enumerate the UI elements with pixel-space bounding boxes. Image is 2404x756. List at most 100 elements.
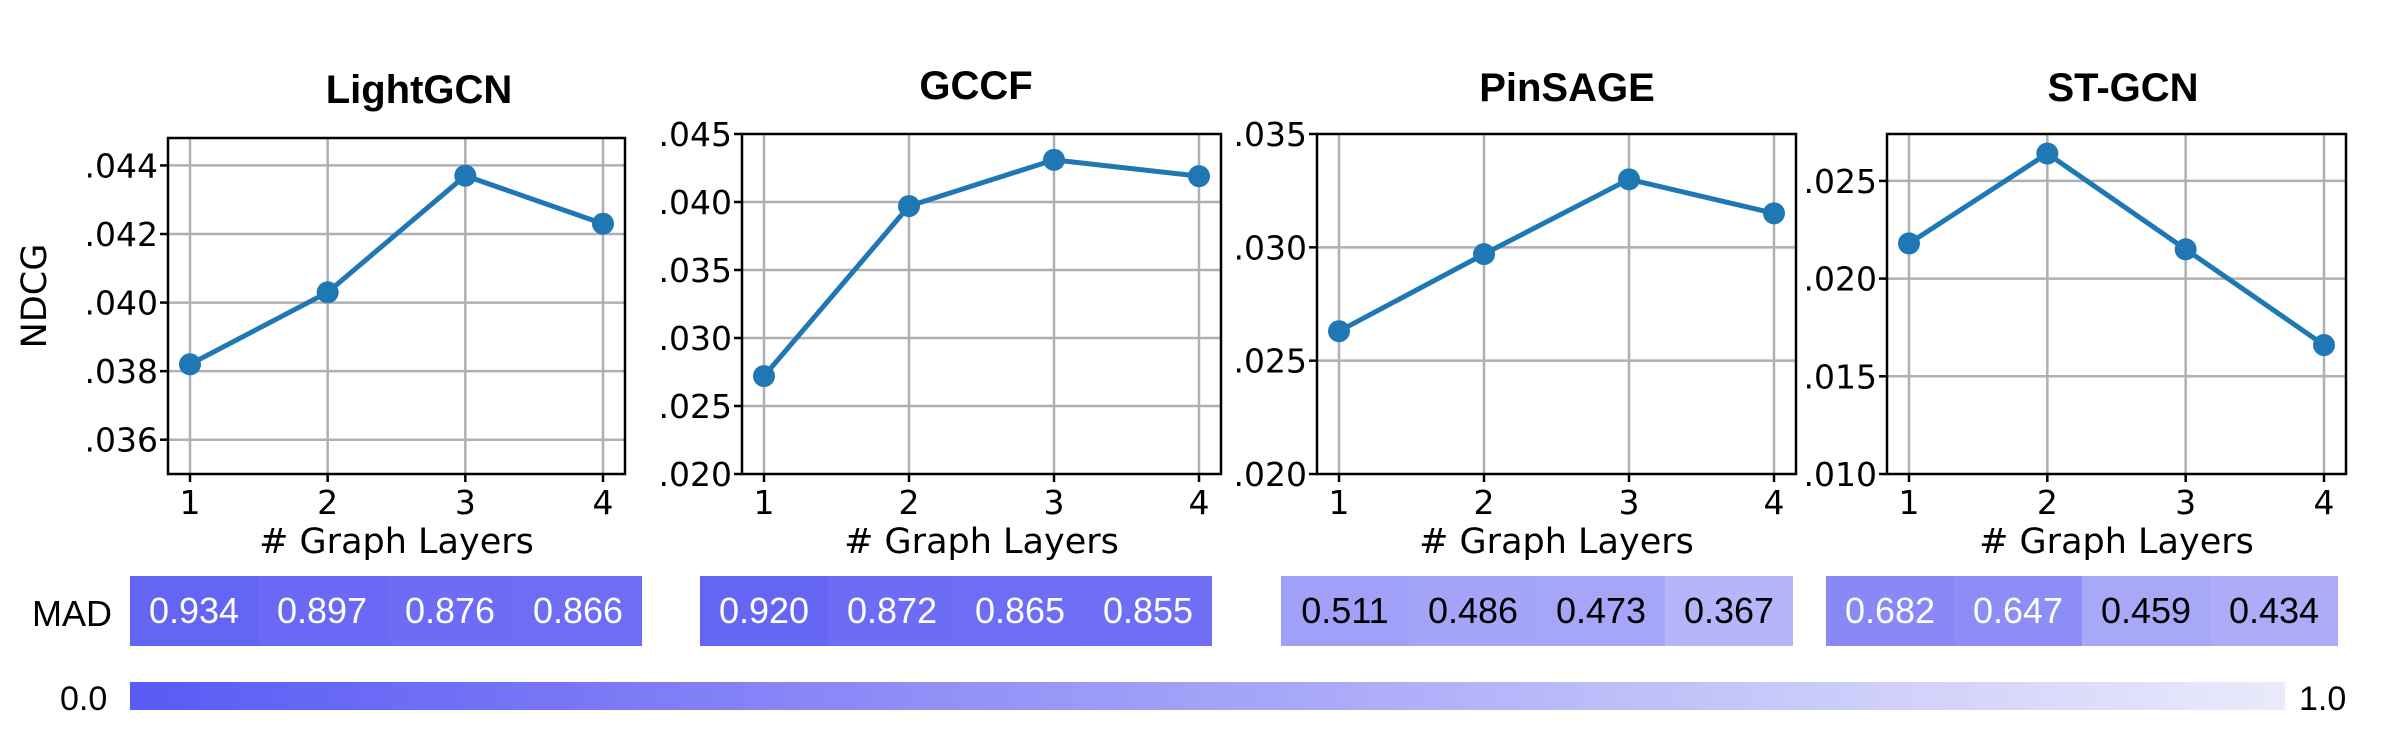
mad-cell — [258, 576, 386, 646]
colorbar-min-label: 0.0 — [60, 680, 107, 718]
mad-value: 0.920 — [719, 590, 809, 631]
series-line — [1337, 176, 1775, 334]
x-tick-label: 2 — [317, 483, 338, 522]
x-axis-label: # Graph Layers — [1419, 522, 1694, 562]
mad-value: 0.647 — [1973, 590, 2063, 631]
mad-value: 0.855 — [1103, 590, 1193, 631]
data-point — [592, 212, 614, 235]
y-tick-label: .038 — [85, 352, 158, 391]
x-tick-label: 4 — [1189, 483, 1210, 522]
x-axis-label: # Graph Layers — [1979, 522, 2254, 562]
data-point — [179, 353, 201, 376]
colorbar-max-label: 1.0 — [2299, 680, 2346, 718]
y-tick-label: .035 — [659, 251, 732, 290]
y-tick-label: .020 — [659, 455, 732, 494]
data-point — [753, 365, 775, 388]
y-tick-label: .015 — [1804, 357, 1877, 396]
x-tick-label: 2 — [2037, 483, 2058, 522]
data-point — [2313, 334, 2335, 357]
mad-cell — [1084, 576, 1212, 646]
colorbar-gradient — [130, 682, 2285, 710]
data-point — [2174, 238, 2197, 261]
data-point — [1763, 202, 1785, 225]
y-tick-label: .025 — [1234, 342, 1307, 381]
plot-frame — [1885, 132, 2348, 476]
panel-title: PinSAGE — [1479, 66, 1655, 110]
chart-panel: 1 2 3 4 .020 .025 .030 .035 PinSAGE # Graph Layer… — [1234, 66, 1798, 562]
mad-value: 0.872 — [847, 590, 937, 631]
x-tick-label: 2 — [899, 483, 920, 522]
panel-title: GCCF — [919, 64, 1032, 108]
mad-value: 0.682 — [1845, 590, 1935, 631]
y-tick-label: .040 — [85, 284, 158, 323]
plot-frame — [740, 132, 1223, 476]
y-tick-label: .020 — [1234, 455, 1307, 494]
mad-cell — [828, 576, 956, 646]
mad-cell — [1954, 576, 2082, 646]
mad-cell — [1537, 576, 1665, 646]
x-tick-label: 1 — [1329, 483, 1350, 522]
mad-value: 0.473 — [1556, 590, 1646, 631]
x-tick-label: 4 — [2314, 483, 2335, 522]
mad-value: 0.876 — [405, 590, 495, 631]
mad-value: 0.511 — [1301, 590, 1388, 631]
y-tick-label: .036 — [85, 421, 158, 460]
series-line — [188, 173, 604, 367]
y-tick-label: .010 — [1804, 455, 1877, 494]
x-tick-label: 3 — [455, 483, 476, 522]
data-point — [1043, 148, 1065, 171]
data-point — [316, 281, 339, 304]
x-tick-label: 3 — [1044, 483, 1065, 522]
chart-panel: 1 2 3 4 .020 .025 .030 .035 .040 .045 GCCF # Graph … — [659, 64, 1223, 562]
chart-panel: 1 2 3 4 .036 .038 .040 .042 .044 LightGCN # Graph … — [15, 68, 627, 562]
y-tick-label: .040 — [659, 183, 732, 222]
panel-title: LightGCN — [326, 68, 513, 112]
x-tick-label: 1 — [180, 483, 201, 522]
mad-cell — [2082, 576, 2210, 646]
y-tick-label: .035 — [1234, 115, 1307, 154]
y-tick-label: .025 — [1804, 162, 1877, 201]
series-line — [1907, 151, 2326, 348]
colorbar: 0.0 1.0 — [60, 680, 2346, 718]
data-point — [1473, 243, 1495, 266]
data-point — [898, 195, 920, 218]
x-axis-label: # Graph Layers — [844, 522, 1119, 562]
panel-title: ST-GCN — [2047, 66, 2198, 110]
mad-cell — [1826, 576, 1954, 646]
plot-frame — [166, 136, 627, 476]
x-tick-label: 3 — [2175, 483, 2196, 522]
mad-cell — [2210, 576, 2338, 646]
mad-cell — [1665, 576, 1793, 646]
mad-value: 0.459 — [2101, 590, 2191, 631]
data-point — [1188, 165, 1210, 188]
data-point — [1328, 320, 1350, 343]
mad-value: 0.434 — [2229, 590, 2319, 631]
data-point — [2036, 142, 2059, 165]
data-point — [1618, 168, 1640, 191]
mad-value: 0.934 — [149, 590, 239, 631]
mad-cell — [130, 576, 258, 646]
x-axis-label: # Graph Layers — [259, 522, 534, 562]
mad-cell — [1409, 576, 1537, 646]
mad-cell — [514, 576, 642, 646]
chart-panels: 1 2 3 4 .036 .038 .040 .042 .044 LightGCN # Graph … — [15, 64, 2348, 562]
y-tick-label: .025 — [659, 387, 732, 426]
y-tick-label: .030 — [659, 319, 732, 358]
y-tick-label: .020 — [1804, 260, 1877, 299]
y-tick-label: .044 — [85, 146, 158, 185]
x-tick-label: 1 — [1899, 483, 1920, 522]
mad-cell — [386, 576, 514, 646]
x-tick-label: 1 — [754, 483, 775, 522]
data-point — [1898, 232, 1920, 255]
plot-frame — [1315, 132, 1798, 476]
x-tick-label: 2 — [1474, 483, 1495, 522]
mad-cell — [956, 576, 1084, 646]
mad-value: 0.865 — [975, 590, 1065, 631]
y-tick-label: .030 — [1234, 228, 1307, 267]
mad-value: 0.486 — [1428, 590, 1518, 631]
chart-panel: 1 2 3 4 .010 .015 .020 .025 ST-GCN # Graph Layers — [1804, 66, 2348, 562]
data-point — [454, 164, 477, 187]
x-tick-label: 4 — [1764, 483, 1785, 522]
mad-value: 0.367 — [1684, 590, 1774, 631]
